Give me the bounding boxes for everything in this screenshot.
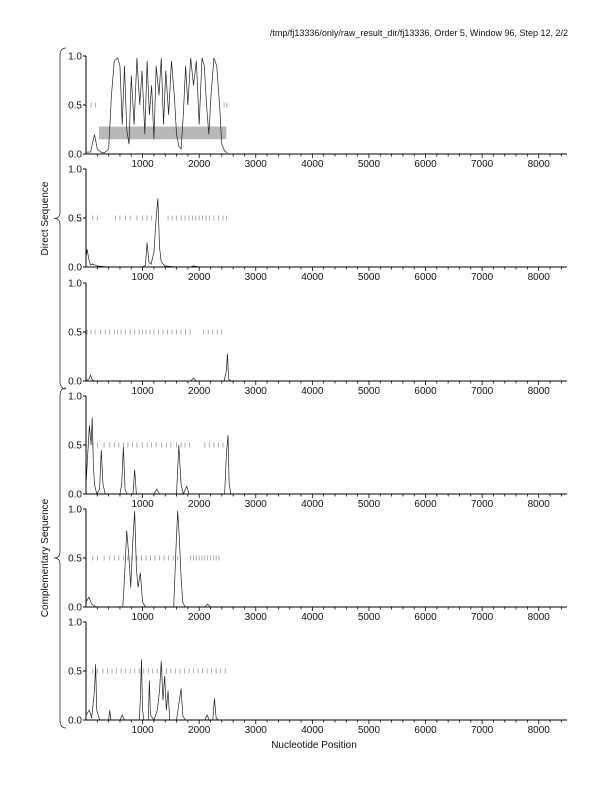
x-tick-label: 3000 bbox=[245, 612, 268, 623]
x-tick-label: 4000 bbox=[301, 612, 324, 623]
x-tick-label: 3000 bbox=[245, 159, 268, 170]
series-line bbox=[85, 417, 567, 496]
group-2: Complementary Sequence bbox=[40, 387, 67, 729]
x-tick-label: 8000 bbox=[528, 725, 551, 736]
panels-group: 0.0 0.5 1.0 1000 2000 3000 4000 5000 6000 7000 800… bbox=[68, 52, 567, 736]
x-tick-label: 6000 bbox=[414, 159, 437, 170]
y-tick-label: 1.0 bbox=[68, 505, 82, 516]
panel-5: 0.0 0.5 1.0 1000 2000 3000 4000 5000 6000 7000 800… bbox=[68, 505, 567, 623]
x-tick-label: 3000 bbox=[245, 386, 268, 397]
group-labels: Direct Sequence Complementary Sequence bbox=[40, 47, 67, 729]
x-tick-label: 2000 bbox=[188, 159, 211, 170]
x-tick-label: 6000 bbox=[414, 272, 437, 283]
x-tick-label: 6000 bbox=[414, 386, 437, 397]
x-tick-label: 4000 bbox=[301, 499, 324, 510]
series-line bbox=[85, 198, 567, 268]
y-tick-label: 0.5 bbox=[68, 441, 82, 452]
x-tick-label: 6000 bbox=[414, 499, 437, 510]
y-tick-label: 0.0 bbox=[68, 490, 82, 501]
panel-4: 0.0 0.5 1.0 1000 2000 3000 4000 5000 6000 7000 800… bbox=[68, 392, 567, 510]
y-tick-label: 1.0 bbox=[68, 165, 82, 176]
x-tick-label: 1000 bbox=[131, 386, 154, 397]
x-tick-label: 6000 bbox=[414, 612, 437, 623]
x-tick-label: 7000 bbox=[471, 612, 494, 623]
y-tick-label: 0.5 bbox=[68, 101, 82, 112]
y-tick-label: 1.0 bbox=[68, 392, 82, 403]
x-tick-label: 1000 bbox=[131, 159, 154, 170]
series-line bbox=[85, 353, 567, 382]
x-axis-title: Nucleotide Position bbox=[271, 740, 357, 751]
group-brace bbox=[53, 47, 67, 390]
x-tick-label: 7000 bbox=[471, 159, 494, 170]
panel-3: 0.0 0.5 1.0 1000 2000 3000 4000 5000 6000 7000 800… bbox=[68, 279, 567, 397]
series-line bbox=[85, 510, 567, 608]
x-tick-label: 4000 bbox=[301, 159, 324, 170]
panel-6: 0.0 0.5 1.0 1000 2000 3000 4000 5000 6000 7000 800… bbox=[68, 618, 567, 736]
x-tick-label: 4000 bbox=[301, 272, 324, 283]
y-tick-label: 0.0 bbox=[68, 603, 82, 614]
x-tick-label: 8000 bbox=[528, 386, 551, 397]
x-tick-label: 1000 bbox=[131, 725, 154, 736]
panel-2: 0.0 0.5 1.0 1000 2000 3000 4000 5000 6000 7000 800… bbox=[68, 165, 567, 283]
group-brace bbox=[53, 387, 67, 729]
x-tick-label: 5000 bbox=[358, 159, 381, 170]
x-tick-label: 7000 bbox=[471, 725, 494, 736]
x-tick-label: 5000 bbox=[358, 612, 381, 623]
x-tick-label: 7000 bbox=[471, 499, 494, 510]
series-line bbox=[86, 57, 228, 154]
x-tick-label: 8000 bbox=[528, 159, 551, 170]
group-label: Direct Sequence bbox=[40, 181, 51, 255]
y-tick-label: 1.0 bbox=[68, 279, 82, 290]
x-tick-label: 5000 bbox=[358, 272, 381, 283]
x-tick-label: 7000 bbox=[471, 386, 494, 397]
x-tick-label: 6000 bbox=[414, 725, 437, 736]
x-tick-label: 5000 bbox=[358, 386, 381, 397]
y-tick-label: 0.5 bbox=[68, 667, 82, 678]
x-tick-label: 2000 bbox=[188, 386, 211, 397]
y-tick-label: 0.0 bbox=[68, 263, 82, 274]
panel-1: 0.0 0.5 1.0 1000 2000 3000 4000 5000 6000 7000 800… bbox=[68, 52, 567, 170]
y-tick-label: 0.0 bbox=[68, 150, 82, 161]
x-tick-label: 5000 bbox=[358, 725, 381, 736]
x-tick-label: 5000 bbox=[358, 499, 381, 510]
file-path-header: /tmp/fj13336/only/raw_result_dir/fj13336… bbox=[270, 28, 568, 38]
x-tick-label: 8000 bbox=[528, 612, 551, 623]
x-tick-label: 7000 bbox=[471, 272, 494, 283]
x-tick-label: 2000 bbox=[188, 612, 211, 623]
x-tick-label: 2000 bbox=[188, 499, 211, 510]
x-tick-label: 1000 bbox=[131, 612, 154, 623]
x-tick-label: 1000 bbox=[131, 272, 154, 283]
x-tick-label: 3000 bbox=[245, 272, 268, 283]
x-tick-label: 4000 bbox=[301, 725, 324, 736]
y-tick-label: 1.0 bbox=[68, 618, 82, 629]
x-tick-label: 2000 bbox=[188, 725, 211, 736]
y-tick-label: 0.5 bbox=[68, 214, 82, 225]
x-tick-label: 2000 bbox=[188, 272, 211, 283]
x-tick-label: 3000 bbox=[245, 499, 268, 510]
x-tick-label: 8000 bbox=[528, 272, 551, 283]
x-tick-label: 1000 bbox=[131, 499, 154, 510]
y-tick-label: 0.0 bbox=[68, 377, 82, 388]
highlight-band bbox=[99, 126, 227, 140]
y-tick-label: 1.0 bbox=[68, 52, 82, 63]
group-label: Complementary Sequence bbox=[40, 498, 51, 617]
y-tick-label: 0.5 bbox=[68, 554, 82, 565]
x-tick-label: 8000 bbox=[528, 499, 551, 510]
series-line bbox=[85, 659, 567, 721]
y-tick-label: 0.5 bbox=[68, 328, 82, 339]
x-tick-label: 3000 bbox=[245, 725, 268, 736]
group-1: Direct Sequence bbox=[40, 47, 67, 390]
y-tick-label: 0.0 bbox=[68, 716, 82, 727]
x-tick-label: 4000 bbox=[301, 386, 324, 397]
